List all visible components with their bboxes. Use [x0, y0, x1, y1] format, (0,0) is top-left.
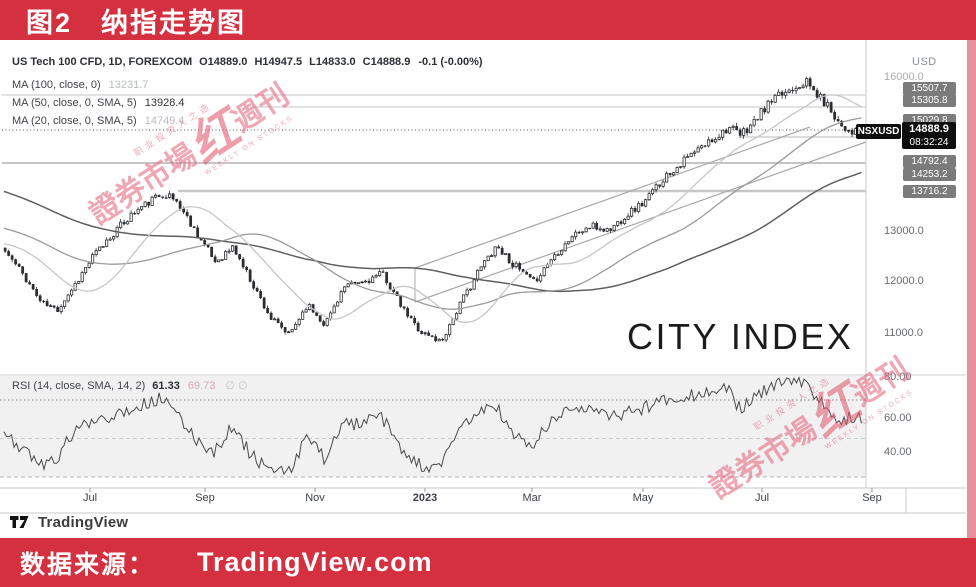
price-level-badge: 15305.8: [903, 94, 956, 107]
tradingview-attribution-text: TradingView: [38, 513, 129, 531]
price-axis-currency: USD: [912, 56, 937, 68]
time-axis-label: Mar: [522, 492, 542, 504]
rsi-legend-row[interactable]: RSI (14, close, SMA, 14, 2) 61.33 69.73 ∅ ∅: [12, 379, 248, 392]
ohlc-c-value: C14888.9: [362, 56, 411, 68]
rsi-axis-label: 60.00: [884, 412, 912, 424]
tradingview-attribution-link[interactable]: TradingView: [10, 512, 128, 532]
rsi-signal-value: 69.73: [187, 380, 216, 392]
time-axis-label: Nov: [305, 492, 325, 504]
rsi-label: RSI (14, close, SMA, 14, 2): [12, 380, 146, 392]
price-axis-label: 11000.0: [884, 327, 923, 339]
ma100-label: MA (100, close, 0): [12, 79, 101, 91]
symbol-price-badge: NSXUSD: [856, 124, 901, 139]
ma100-value: 13231.7: [108, 79, 149, 91]
tradingview-logo-icon: [10, 516, 29, 528]
ohlc-o-value: O14889.0: [199, 56, 248, 68]
source-value: TradingView.com: [197, 547, 433, 577]
ma20-line: [3, 94, 862, 323]
figure-source-bar: 数据来源： TradingView.com: [0, 538, 976, 587]
price-axis-label: 16000.0: [884, 71, 924, 83]
trend-line-lower: [414, 141, 867, 303]
price-level-badge: 14792.4: [903, 155, 956, 168]
price-level-badge: 14253.2: [903, 168, 956, 181]
rsi-empty-values: ∅ ∅: [225, 380, 248, 392]
price-axis-label: 13000.0: [884, 225, 924, 237]
rsi-line: [3, 376, 862, 476]
figure-title: 图2 纳指走势图: [26, 7, 247, 38]
broker-watermark: CITY INDEX: [627, 316, 854, 357]
price-axis-label: 12000.0: [884, 275, 924, 287]
up-candles: [49, 78, 858, 342]
ma20-legend-row[interactable]: MA (20, close, 0, SMA, 5) 14749.4: [12, 115, 184, 127]
ma100-legend-row[interactable]: MA (100, close, 0) 13231.7: [12, 79, 148, 91]
price-level-badge: 15507.7: [903, 82, 956, 95]
time-axis-label: Sep: [862, 492, 882, 504]
symbol-title: US Tech 100 CFD, 1D, FOREXCOM: [12, 56, 193, 68]
source-label: 数据来源：: [20, 550, 156, 579]
ma50-value: 13928.4: [144, 97, 185, 109]
bar-countdown: 08:32:24: [909, 137, 949, 148]
time-axis-label: Jul: [754, 492, 770, 504]
time-axis-label: 2023: [412, 492, 438, 504]
rsi-axis-label: 80.00: [884, 371, 912, 383]
figure-right-border: [967, 40, 976, 538]
ma50-label: MA (50, close, 0, SMA, 5): [12, 97, 137, 109]
ma50-line: [3, 117, 862, 310]
time-axis-label: Jul: [82, 492, 98, 504]
rsi-axis-label: 40.00: [884, 446, 912, 458]
ma100-line: [3, 171, 862, 293]
last-price-value: 14888.9: [909, 123, 949, 135]
figure-header-bar: 图2 纳指走势图: [0, 0, 976, 40]
ma20-label: MA (20, close, 0, SMA, 5): [12, 115, 137, 127]
ohlc-l-value: L14833.0: [309, 56, 356, 68]
change-value: -0.1 (-0.00%): [418, 56, 483, 68]
rsi-band: [0, 376, 866, 477]
symbol-legend-row[interactable]: US Tech 100 CFD, 1D, FOREXCOM O14889.0 H14…: [12, 56, 483, 68]
trend-line-upper: [414, 126, 811, 269]
last-price-badge: 14888.9 08:32:24: [902, 122, 956, 149]
rsi-value: 61.33: [152, 380, 180, 392]
time-axis-label: May: [632, 492, 654, 504]
ohlc-h-value: H14947.5: [254, 56, 303, 68]
ma20-value: 14749.4: [144, 115, 185, 127]
price-level-badge: 13716.2: [903, 185, 956, 198]
ma50-legend-row[interactable]: MA (50, close, 0, SMA, 5) 13928.4: [12, 97, 184, 109]
time-axis-label: Sep: [195, 492, 215, 504]
